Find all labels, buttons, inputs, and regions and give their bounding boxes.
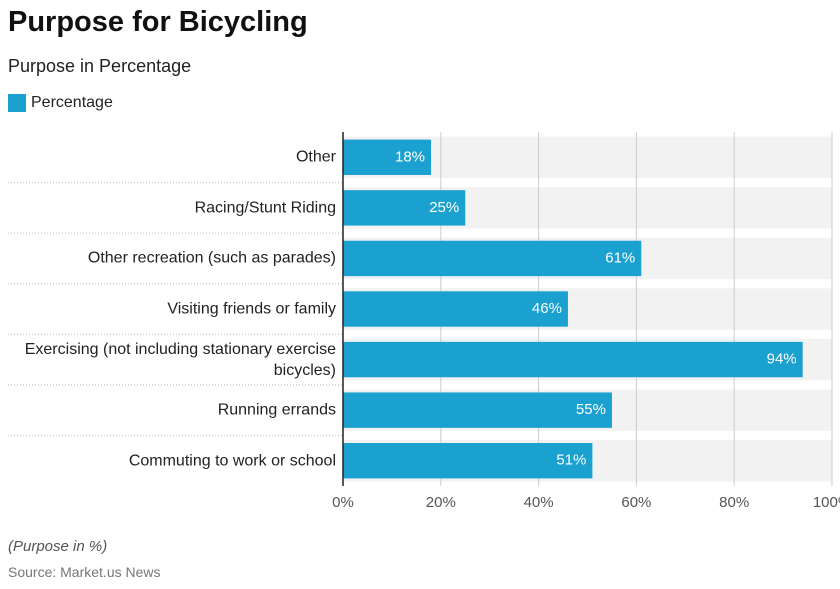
x-tick-label: 0% <box>332 494 354 511</box>
x-tick-label: 20% <box>426 494 456 511</box>
value-label: 18% <box>395 148 425 165</box>
y-tick-label: Other recreation (such as parades) <box>87 249 336 267</box>
bar <box>343 443 593 479</box>
value-label: 94% <box>767 351 797 368</box>
y-tick-label: Exercising (not including stationary exe… <box>24 340 336 379</box>
y-tick-label: Visiting friends or family <box>167 300 336 318</box>
x-tick-label: 40% <box>524 494 554 511</box>
value-label: 55% <box>576 401 606 418</box>
x-tick-label: 80% <box>719 494 749 511</box>
x-tick-label: 60% <box>621 494 651 511</box>
source: Source: Market.us News <box>8 564 161 580</box>
y-tick-label: Other <box>295 148 336 166</box>
value-label: 61% <box>605 249 635 266</box>
bar <box>343 240 642 277</box>
chart-subtitle: Purpose in Percentage <box>8 56 192 76</box>
bar <box>343 392 612 428</box>
legend: Percentage <box>8 94 113 112</box>
value-label: 25% <box>429 199 459 216</box>
value-label: 46% <box>532 300 562 317</box>
chart-title: Purpose for Bicycling <box>8 6 308 38</box>
x-tick-label: 100% <box>813 494 840 511</box>
y-tick-label: Running errands <box>217 401 336 419</box>
footnote: (Purpose in %) <box>8 538 108 555</box>
bar <box>343 139 432 175</box>
legend-swatch <box>8 94 26 112</box>
y-tick-label: Racing/Stunt Riding <box>194 199 336 217</box>
value-label: 51% <box>556 452 586 469</box>
bar <box>343 190 466 226</box>
y-tick-label: Commuting to work or school <box>128 452 336 470</box>
legend-label: Percentage <box>31 94 113 111</box>
bar <box>343 291 568 327</box>
bar <box>343 341 803 378</box>
